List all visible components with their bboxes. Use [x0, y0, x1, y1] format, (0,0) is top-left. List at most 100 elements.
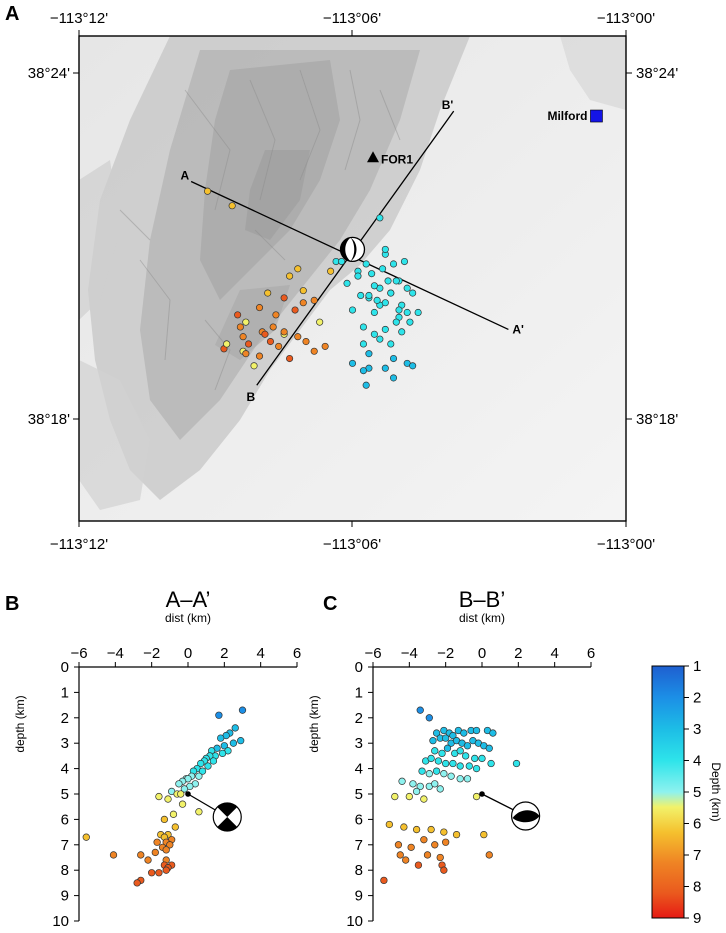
event-point	[432, 729, 441, 737]
event-point	[169, 810, 178, 818]
lon-tick-bottom-2: −113°06'	[323, 536, 381, 553]
event-point	[133, 879, 141, 887]
event-point	[456, 762, 464, 770]
event-point	[414, 861, 423, 869]
map-event-point	[354, 272, 362, 280]
map-event-point	[409, 289, 417, 297]
event-point	[465, 762, 473, 770]
event-point	[109, 851, 118, 859]
map-event-point	[398, 328, 406, 336]
map-event-point	[286, 272, 294, 280]
map-event-point	[376, 214, 384, 222]
event-point	[175, 780, 183, 788]
chart-c-xlabel: dist (km)	[459, 611, 505, 625]
event-point	[238, 706, 247, 714]
event-point	[177, 790, 185, 798]
mainshock-hypocenter	[479, 791, 485, 797]
event-point	[197, 759, 205, 768]
map-event-point	[242, 350, 250, 358]
event-point	[431, 780, 439, 788]
map-event-point	[291, 306, 299, 314]
profile-label-b-prime: B'	[442, 98, 454, 112]
event-point	[160, 815, 169, 824]
lon-tick-top-2: −113°06'	[323, 10, 381, 27]
event-point	[436, 853, 444, 862]
y-tick-label: 5	[355, 786, 363, 803]
map-events	[203, 187, 422, 389]
y-tick-label: 0	[355, 659, 363, 676]
event-point	[431, 841, 439, 849]
y-tick-label: 10	[346, 913, 363, 930]
map-event-point	[348, 306, 357, 314]
x-tick-label: 0	[478, 645, 486, 662]
map-event-point	[368, 270, 376, 278]
event-point	[218, 749, 227, 758]
map-panel: A A' B B' FOR1 Milford	[78, 35, 627, 522]
y-tick-label: 7	[61, 837, 69, 854]
y-tick-label: 6	[355, 811, 363, 828]
colorbar-tick-label: 5	[693, 784, 701, 801]
event-point	[418, 767, 426, 775]
event-point	[402, 856, 410, 864]
y-tick-label: 8	[355, 862, 363, 879]
y-tick-label: 4	[355, 761, 363, 778]
colorbar-tick-label: 3	[693, 721, 701, 738]
map-event-point	[373, 296, 381, 304]
map-event-point	[310, 347, 318, 355]
x-tick-label: −6	[70, 645, 87, 662]
map-event-point	[381, 299, 389, 307]
map-event-point	[403, 284, 411, 292]
event-point	[385, 820, 394, 829]
map-event-point	[365, 350, 373, 358]
map-event-point	[406, 318, 414, 326]
x-tick-label: 4	[256, 645, 264, 662]
map-event-point	[381, 325, 389, 333]
map-event-point	[348, 359, 357, 367]
x-tick-label: −2	[437, 645, 454, 662]
event-point	[485, 851, 493, 859]
event-point	[220, 742, 228, 750]
event-point	[485, 744, 493, 752]
map-event-point	[255, 352, 264, 360]
event-point	[442, 734, 450, 742]
event-point	[472, 726, 481, 735]
event-point	[204, 762, 212, 770]
profile-label-b: B	[246, 390, 255, 404]
event-point	[463, 742, 472, 750]
event-point	[153, 838, 161, 846]
y-tick-label: 8	[61, 862, 69, 879]
event-point	[198, 767, 207, 775]
lat-tick-right-2: 38°18'	[636, 411, 678, 428]
event-point	[148, 869, 156, 877]
event-point	[237, 737, 245, 745]
panel-label-a: A	[5, 3, 19, 25]
map-event-point	[384, 277, 392, 285]
colorbar-title: Depth (km)	[709, 762, 723, 821]
event-point	[391, 792, 399, 801]
event-point	[420, 836, 428, 844]
event-point	[416, 706, 424, 714]
event-point	[425, 770, 433, 778]
map-event-point	[302, 337, 310, 346]
map-event-point	[223, 340, 231, 348]
map-event-point	[321, 342, 329, 350]
event-point	[171, 823, 179, 831]
map-ticks	[73, 30, 632, 527]
map-event-point	[392, 318, 400, 326]
colorbar-tick-label: 8	[693, 879, 701, 896]
event-point	[137, 851, 145, 859]
map-event-point	[239, 333, 247, 341]
event-point	[456, 775, 464, 783]
lat-tick-left-1: 38°24'	[28, 65, 70, 82]
chart-c-title: B–B’	[459, 587, 505, 612]
lon-tick-top-3: −113°00'	[597, 10, 655, 27]
map-event-point	[389, 354, 398, 363]
event-point	[178, 800, 187, 808]
map-event-point	[400, 257, 409, 266]
chart-c: −6 −4 −2 0 2 4 6 0 1 2 3 4 5 6 7 8 9 10	[346, 645, 595, 930]
event-point	[436, 785, 444, 793]
event-point	[438, 749, 446, 758]
x-tick-label: 4	[550, 645, 558, 662]
event-point	[231, 724, 239, 732]
